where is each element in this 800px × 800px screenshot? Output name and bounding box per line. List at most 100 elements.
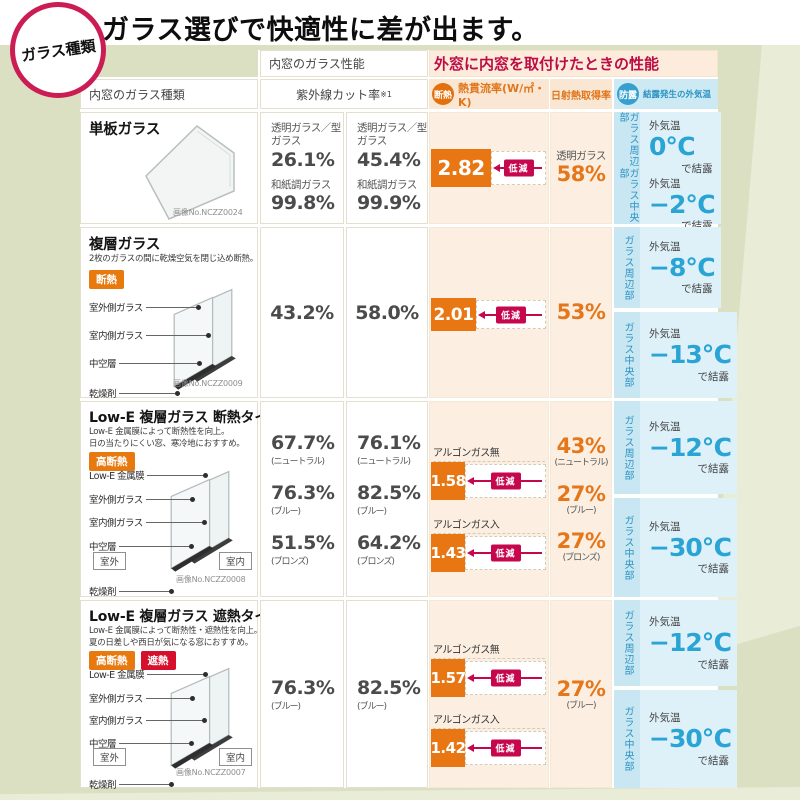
- row1-uv-combined-cell: 透明ガラス／型ガラス 45.4% 和紙調ガラス 99.9%: [346, 112, 428, 224]
- double-pane-illustration: [173, 288, 236, 390]
- u-value-box: 1.57: [431, 659, 466, 697]
- leader-line-icon: [145, 695, 195, 701]
- dew-proof-badge-icon: 防露: [617, 83, 639, 105]
- header-outer-window-performance: 外窓に内窓を取付けたときの性能: [429, 50, 718, 77]
- u-value-box: 1.58: [431, 462, 466, 500]
- callout-desiccant: 乾燥剤: [89, 386, 181, 400]
- reduction-indicator: 低減: [465, 731, 546, 765]
- row3-glass-type-cell: Low-E 複層ガラス 断熱タイプ Low-E 金属膜によって断熱性を向上。 日…: [80, 401, 282, 598]
- reduction-indicator: 低減: [465, 661, 546, 695]
- reduction-badge: 低減: [503, 159, 534, 177]
- leader-line-icon: [119, 781, 175, 787]
- reduction-badge: 低減: [490, 739, 521, 757]
- leader-line-icon: [145, 496, 195, 502]
- row4-dew-center: ガラス中央部 外気温 −30℃ で結露: [614, 690, 738, 788]
- header-dew-label: 結露発生の外気温: [643, 90, 712, 100]
- row3-uv-combined-cell: 76.1% (ニュートラル) 82.5% (ブルー) 64.2% (ブロンズ): [346, 401, 428, 597]
- callout-inner-glass: 室内側ガラス: [89, 713, 207, 727]
- uv-group: 82.5% (ブルー): [357, 481, 421, 517]
- leader-line-icon: [119, 360, 203, 366]
- indoor-label: 室内: [219, 552, 253, 570]
- header-inner-perf-label: 内窓のガラス性能: [269, 57, 365, 71]
- row4-description-line1: Low-E 金属膜によって断熱性・遮熱性を向上。: [89, 626, 263, 636]
- row2-description: 2枚のガラスの間に乾燥空気を閉じ込め断熱。: [89, 254, 258, 264]
- uv-value: 43.2%: [270, 301, 334, 324]
- dew-position-strip: ガラス周辺部: [614, 600, 640, 686]
- argon-gas-none-label: アルゴンガス無: [433, 641, 545, 659]
- callout-lowe-film: Low-E 金属膜: [89, 468, 209, 482]
- dew-body: 外気温 −12℃ で結露: [640, 401, 738, 494]
- callout-inner-glass: 室内側ガラス: [89, 515, 207, 529]
- leader-line-icon: [119, 543, 195, 549]
- heat-shield-badge: 遮熱: [140, 651, 176, 670]
- outdoor-label: 室外: [93, 552, 127, 570]
- reduction-badge: 低減: [490, 544, 521, 562]
- row1-solar-cell: 透明ガラス 58%: [550, 112, 612, 224]
- dew-body: 外気温 −8℃ で結露: [640, 227, 721, 308]
- leader-line-icon: [145, 717, 207, 723]
- row3-dew-periphery: ガラス周辺部 外気温 −12℃ で結露: [614, 401, 738, 494]
- row4-uv-combined-cell: 82.5% (ブルー): [346, 600, 428, 788]
- uv-group: 67.7% (ニュートラル): [271, 431, 335, 467]
- header-glass-type-label: 内窓のガラス種類: [89, 87, 185, 102]
- leader-line-icon: [145, 304, 201, 310]
- dew-position-strip: ガラス中央部: [614, 312, 640, 398]
- reduction-badge: 低減: [490, 472, 521, 490]
- dew-body: 外気温 −13℃ で結露: [640, 312, 738, 398]
- row4-image-number: 画像No.NCZZ0007: [176, 768, 246, 777]
- uv-group: 和紙調ガラス 99.9%: [357, 178, 421, 215]
- high-insulation-badge: 高断熱: [89, 452, 135, 471]
- row3-image-number: 画像No.NCZZ0008: [176, 575, 246, 584]
- reduction-badge: 低減: [495, 306, 527, 323]
- dew-group: 外気温 −8℃ で結露: [649, 240, 716, 296]
- insulation-feature-badge: 断熱: [89, 270, 124, 289]
- callout-outer-glass: 室外側ガラス: [89, 691, 195, 705]
- reduction-indicator: 低減: [476, 300, 546, 329]
- callout-lowe-film: Low-E 金属膜: [89, 667, 209, 681]
- uv-group: 76.1% (ニュートラル): [357, 431, 421, 467]
- single-pane-illustration: [145, 125, 235, 220]
- callout-air-layer: 中空層: [89, 356, 203, 370]
- reduction-indicator: 低減: [465, 536, 546, 570]
- row3-thermal-cell: アルゴンガス無 1.58 低減 アルゴンガス入 1.43 低減: [429, 401, 549, 597]
- header-thermal-transmittance: 断熱 熱貫流率(W/㎡・K): [429, 79, 549, 109]
- callout-air-layer: 中空層: [89, 736, 195, 750]
- callout-outer-glass: 室外側ガラス: [89, 492, 195, 506]
- callout-air-layer: 中空層: [89, 539, 195, 553]
- dew-group: 外気温 −2℃ で結露: [649, 177, 716, 233]
- callout-inner-glass: 室内側ガラス: [89, 328, 211, 342]
- row4-description-line2: 夏の日差しや西日が気になる窓におすすめ。: [89, 637, 253, 648]
- row2-badges: 断熱: [89, 270, 124, 289]
- row2-dew-center: ガラス中央部 外気温 −13℃ で結露: [614, 312, 738, 398]
- uv-group: 51.5% (ブロンズ): [271, 531, 335, 567]
- dew-position-strip: ガラス中央部: [614, 690, 640, 788]
- dew-group: 外気温 −30℃ で結露: [649, 712, 732, 767]
- uv-group: 64.2% (ブロンズ): [357, 531, 421, 567]
- dew-group: 外気温 −12℃ で結露: [649, 420, 732, 476]
- callout-desiccant: 乾燥剤: [89, 584, 175, 598]
- dew-position-strip: ガラス周辺部: [614, 227, 640, 308]
- leader-line-icon: [147, 472, 209, 478]
- uv-group: 76.3% (ブルー): [271, 481, 335, 517]
- row4-dew-periphery: ガラス周辺部 外気温 −12℃ で結露: [614, 600, 738, 686]
- solar-group: 27% (ブルー): [556, 481, 606, 516]
- row1-title: 単板ガラス: [89, 122, 161, 138]
- uv-footnote-mark: ※1: [380, 89, 392, 99]
- u-value-box: 2.01: [431, 298, 476, 331]
- u-value-box: 2.82: [431, 149, 491, 187]
- header-solar-gain-label: 日射熱取得率: [551, 90, 611, 102]
- row1-thermal-cell: 2.82 低減: [429, 112, 549, 224]
- row3-badges: 高断熱: [89, 452, 135, 471]
- row2-solar-cell: 53%: [550, 227, 612, 398]
- row4-thermal-cell: アルゴンガス無 1.57 低減 アルゴンガス入 1.42 低減: [429, 600, 549, 788]
- dew-body: 外気温 0℃ で結露 外気温 −2℃ で結露: [640, 112, 721, 232]
- glass-type-stamp: ガラス種類: [10, 2, 106, 98]
- row1-image-number: 画像No.NCZZ0024: [173, 208, 243, 217]
- row2-image-number: 画像No.NCZZ0009: [173, 379, 243, 388]
- uv-group: 和紙調ガラス 99.8%: [271, 178, 335, 215]
- dew-body: 外気温 −30℃ で結露: [640, 498, 738, 597]
- dew-position-strip: ガラス周辺部 ガラス中央部: [614, 112, 640, 224]
- leader-line-icon: [145, 519, 207, 525]
- leader-line-icon: [119, 588, 175, 594]
- row1-dew-cell: ガラス周辺部 ガラス中央部 外気温 0℃ で結露 外気温 −2℃ で結露: [614, 112, 721, 232]
